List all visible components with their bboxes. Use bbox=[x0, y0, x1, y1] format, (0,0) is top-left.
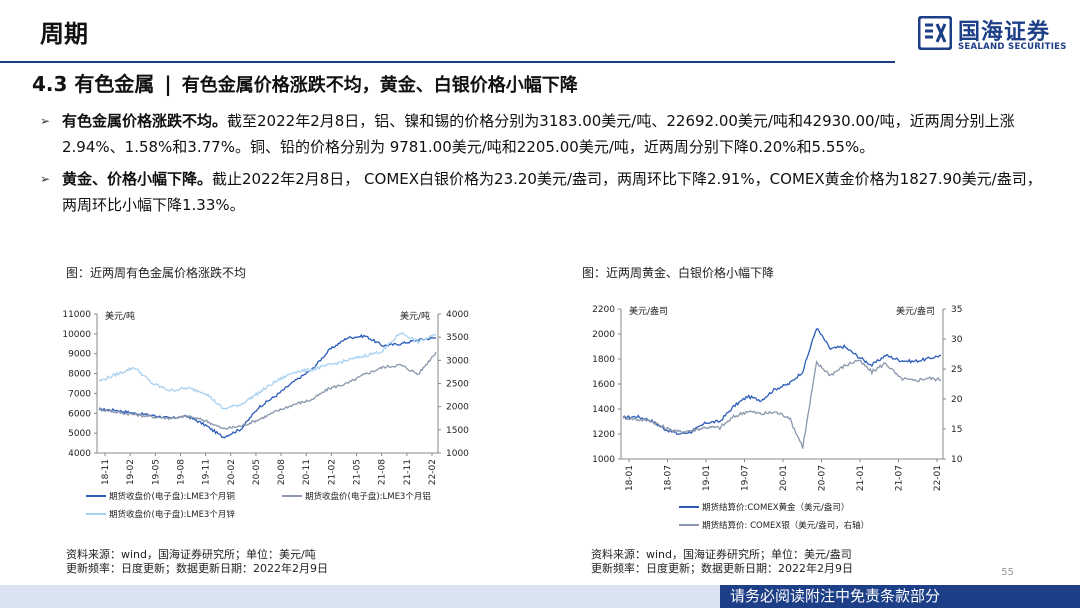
bullet-bold-text: 有色金属价格涨跌不均。 bbox=[62, 112, 228, 130]
section-title: 4.3 有色金属 | 有色金属价格涨跌不均，黄金、白银价格小幅下降 bbox=[32, 68, 578, 97]
section-number-title: 4.3 有色金属 bbox=[32, 72, 155, 96]
series-line bbox=[622, 328, 942, 435]
x-tick-label: 21-11 bbox=[403, 459, 413, 485]
y-tick-label-right: 15 bbox=[951, 425, 962, 435]
legend-label: 期货收盘价(电子盘):LME3个月铜 bbox=[109, 491, 235, 502]
y-tick-label-left: 5000 bbox=[68, 429, 91, 439]
y-tick-label-right: 20 bbox=[951, 395, 963, 405]
brand-name-en: SEALAND SECURITIES bbox=[958, 42, 1067, 52]
y-tick-label-right: 1500 bbox=[446, 426, 469, 436]
y-tick-label-right: 1000 bbox=[446, 449, 469, 459]
x-tick-label: 20-11 bbox=[302, 459, 312, 485]
y-tick-label-left: 1600 bbox=[592, 380, 615, 390]
y-tick-label-left: 1800 bbox=[592, 355, 615, 365]
y-tick-label-left: 9000 bbox=[68, 350, 91, 360]
x-tick-label: 18-11 bbox=[101, 459, 111, 485]
left-axis-unit: 美元/盎司 bbox=[629, 305, 668, 317]
series-line bbox=[98, 351, 437, 430]
x-tick-label: 18-01 bbox=[625, 465, 635, 491]
section-separator: | bbox=[164, 72, 172, 96]
right-axis-unit: 美元/盎司 bbox=[896, 305, 935, 317]
bullet-bold-text: 黄金、价格小幅下降。 bbox=[62, 170, 213, 188]
x-tick-label: 19-07 bbox=[741, 465, 751, 491]
y-tick-label-right: 3500 bbox=[446, 333, 469, 343]
y-tick-label-left: 6000 bbox=[68, 409, 91, 419]
footer-disclaimer-bar bbox=[720, 585, 1080, 608]
x-tick-label: 19-01 bbox=[702, 465, 712, 491]
x-tick-label: 22-01 bbox=[933, 465, 943, 491]
y-tick-label-left: 1400 bbox=[592, 405, 615, 415]
y-tick-label-left: 1200 bbox=[592, 430, 615, 440]
right-source-note: 资料来源：wind，国海证券研究所；单位：美元/盎司 bbox=[591, 548, 852, 561]
right-update-note: 更新频率：日度更新；数据更新日期：2022年2月9日 bbox=[591, 562, 853, 575]
bullet-arrow-icon: ➢ bbox=[40, 172, 51, 186]
y-tick-label-left: 1000 bbox=[592, 455, 615, 465]
series-line bbox=[99, 333, 437, 439]
bullet-text: 截至2022年2月8日，铝、镍和锡的价格分别为3183.00美元/吨、22692… bbox=[62, 112, 1015, 156]
series-line bbox=[98, 331, 437, 410]
x-tick-label: 20-01 bbox=[779, 465, 789, 491]
y-tick-label-right: 2000 bbox=[446, 403, 469, 413]
left-axis-unit: 美元/吨 bbox=[105, 310, 135, 322]
x-tick-label: 21-02 bbox=[327, 459, 337, 485]
bullet-item: ➢ 有色金属价格涨跌不均。截至2022年2月8日，铝、镍和锡的价格分别为3183… bbox=[38, 108, 1048, 160]
x-tick-label: 19-05 bbox=[151, 459, 161, 485]
x-tick-label: 21-07 bbox=[895, 465, 905, 491]
y-tick-label-right: 30 bbox=[951, 335, 963, 345]
y-tick-label-left: 2000 bbox=[592, 330, 615, 340]
right-figure-title: 图：近两周黄金、白银价格小幅下降 bbox=[582, 266, 775, 280]
page-number: 55 bbox=[1001, 567, 1014, 578]
y-tick-label-left: 7000 bbox=[68, 389, 91, 399]
x-tick-label: 21-05 bbox=[353, 459, 363, 485]
right-axis-unit: 美元/吨 bbox=[400, 310, 430, 322]
series-line bbox=[622, 359, 942, 449]
y-tick-label-left: 11000 bbox=[62, 310, 91, 320]
bullet-arrow-icon: ➢ bbox=[40, 114, 51, 128]
y-tick-label-right: 4000 bbox=[446, 310, 469, 320]
y-tick-label-right: 2500 bbox=[446, 380, 469, 390]
left-source-note: 资料来源：wind，国海证券研究所；单位：美元/吨 bbox=[66, 548, 316, 561]
bullet-list: ➢ 有色金属价格涨跌不均。截至2022年2月8日，铝、镍和锡的价格分别为3183… bbox=[38, 108, 1048, 224]
y-tick-label-left: 2200 bbox=[592, 305, 615, 315]
header-title: 周期 bbox=[40, 20, 88, 48]
y-tick-label-right: 10 bbox=[951, 455, 963, 465]
legend-label: 期货收盘价(电子盘):LME3个月铝 bbox=[305, 491, 431, 502]
legend-label: 期货结算价:COMEX黄金（美元/盎司） bbox=[702, 502, 849, 513]
brand-logo-icon bbox=[918, 16, 952, 50]
x-tick-label: 20-02 bbox=[227, 459, 237, 485]
left-update-note: 更新频率：日度更新；数据更新日期：2022年2月9日 bbox=[66, 562, 328, 575]
x-tick-label: 18-07 bbox=[664, 465, 674, 491]
x-tick-label: 21-01 bbox=[856, 465, 866, 491]
brand-name-cn: 国海证券 bbox=[958, 20, 1051, 45]
header-divider bbox=[0, 61, 895, 63]
right-gold-silver-chart: 2200 2000 1800 1600 1400 1200 1000 35 30 25 20 15 10… bbox=[592, 305, 963, 531]
x-tick-label: 19-02 bbox=[126, 459, 136, 485]
footer-disclaimer: 请务必阅读附注中免责条款部分 bbox=[730, 587, 941, 605]
x-tick-label: 19-11 bbox=[202, 459, 212, 485]
bullet-item: ➢ 黄金、价格小幅下降。截止2022年2月8日， COMEX白银价格为23.20… bbox=[38, 166, 1048, 218]
x-tick-label: 21-08 bbox=[378, 459, 388, 485]
legend-label: 期货结算价: COMEX银（美元/盎司，右轴） bbox=[702, 520, 869, 531]
bullet-text: 截止2022年2月8日， COMEX白银价格为23.20美元/盎司，两周环比下降… bbox=[62, 170, 1042, 214]
legend-label: 期货收盘价(电子盘):LME3个月锌 bbox=[109, 509, 235, 520]
x-tick-label: 20-07 bbox=[818, 465, 828, 491]
section-subtitle: 有色金属价格涨跌不均，黄金、白银价格小幅下降 bbox=[181, 75, 578, 96]
x-tick-label: 20-08 bbox=[277, 459, 287, 485]
x-tick-label: 20-05 bbox=[252, 459, 262, 485]
brand-logo: 国海证券 SEALAND SECURITIES bbox=[918, 14, 1068, 60]
y-tick-label-left: 10000 bbox=[62, 330, 91, 340]
y-tick-label-left: 4000 bbox=[68, 449, 91, 459]
left-figure-title: 图：近两周有色金属价格涨跌不均 bbox=[66, 266, 247, 280]
y-tick-label-left: 8000 bbox=[68, 370, 91, 380]
y-tick-label-right: 25 bbox=[951, 365, 962, 375]
left-metals-chart: 11000 10000 9000 8000 7000 6000 5000 4000 4000 35… bbox=[62, 310, 469, 520]
x-tick-label: 19-08 bbox=[176, 459, 186, 485]
x-tick-label: 22-02 bbox=[428, 459, 438, 485]
y-tick-label-right: 3000 bbox=[446, 356, 469, 366]
y-tick-label-right: 35 bbox=[951, 305, 962, 315]
